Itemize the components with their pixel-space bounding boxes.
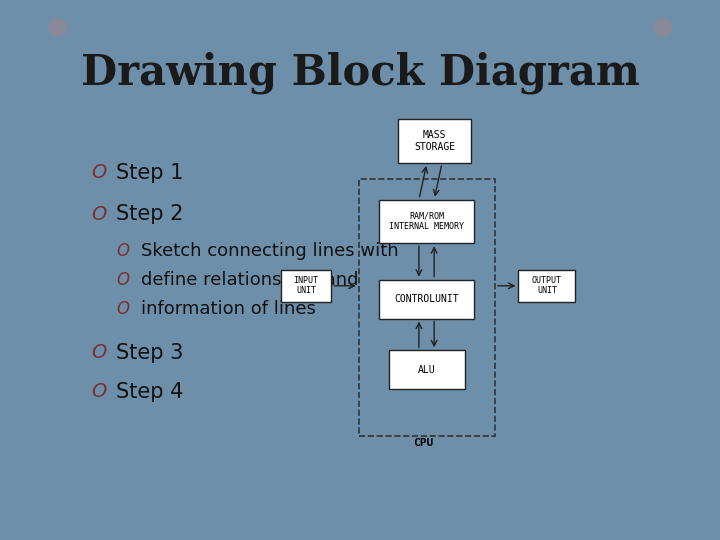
Bar [518,270,575,301]
Text: Step 3: Step 3 [116,342,184,363]
Text: Step 4: Step 4 [116,381,184,402]
Text: CPU: CPU [413,437,433,448]
Text: RAM/ROM
INTERNAL MEMORY: RAM/ROM INTERNAL MEMORY [389,212,464,231]
Bar [389,350,464,389]
Text: O: O [91,343,106,362]
Text: define relationships and: define relationships and [141,271,359,289]
Text: ●: ● [652,15,673,39]
Bar [281,270,331,301]
Text: O: O [91,382,106,401]
Bar [359,179,495,436]
Text: CONTROLUNIT: CONTROLUNIT [395,294,459,304]
Text: O: O [91,205,106,224]
Text: ●: ● [47,15,68,39]
Bar [398,119,471,163]
Text: O: O [116,241,129,260]
Bar [379,199,474,243]
Text: Step 2: Step 2 [116,204,184,224]
Text: INPUT
UNIT: INPUT UNIT [294,276,319,295]
Text: OUTPUT
UNIT: OUTPUT UNIT [532,276,562,295]
Text: O: O [116,300,129,318]
Text: information of lines: information of lines [141,300,316,318]
Text: O: O [116,271,129,289]
Text: ALU: ALU [418,364,436,375]
Text: Sketch connecting lines with: Sketch connecting lines with [141,241,399,260]
Text: Drawing Block Diagram: Drawing Block Diagram [81,52,639,94]
Text: MASS
STORAGE: MASS STORAGE [414,130,455,152]
Text: O: O [91,163,106,183]
Text: Step 1: Step 1 [116,163,184,183]
Bar [379,280,474,319]
